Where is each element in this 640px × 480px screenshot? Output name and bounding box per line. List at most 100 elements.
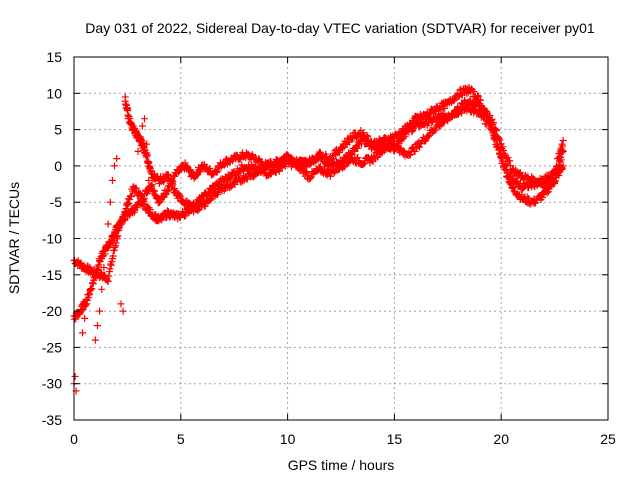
arc-3-point bbox=[483, 110, 491, 118]
arc-3-point bbox=[441, 104, 449, 112]
early-spikes-point bbox=[108, 176, 116, 184]
arc-1-point bbox=[127, 193, 135, 201]
arc-2-point bbox=[411, 147, 419, 155]
arc-1-point bbox=[148, 181, 156, 189]
arc-2-point bbox=[238, 161, 246, 169]
arc-1-point bbox=[125, 199, 133, 207]
arc-3-point bbox=[228, 181, 236, 189]
data-marks bbox=[70, 84, 567, 395]
arc-2-point bbox=[324, 168, 332, 176]
arc-1-point bbox=[220, 161, 228, 169]
arc-2-point bbox=[360, 160, 368, 168]
x-tick-label: 10 bbox=[280, 431, 296, 447]
arc-3-point bbox=[335, 149, 343, 157]
y-tick-label: -10 bbox=[42, 231, 62, 247]
arc-3-point bbox=[194, 207, 202, 215]
arc-3-point bbox=[559, 142, 567, 150]
arc-3-point bbox=[214, 189, 222, 197]
arc-1-point bbox=[157, 197, 165, 205]
arc-1-point bbox=[458, 109, 466, 117]
arc-2-point bbox=[163, 207, 171, 215]
arc-3-point bbox=[474, 92, 482, 100]
arc-2-point bbox=[121, 216, 129, 224]
grid bbox=[74, 57, 608, 420]
arc-3-point bbox=[249, 173, 257, 181]
early-spikes-point bbox=[136, 133, 144, 141]
arc-3-point bbox=[494, 143, 502, 151]
early-spikes-point bbox=[119, 307, 127, 315]
x-tick-label: 15 bbox=[387, 431, 403, 447]
early-spikes-point bbox=[93, 322, 101, 330]
arc-3-point bbox=[484, 113, 492, 121]
arc-1-point bbox=[151, 187, 159, 195]
arc-3-point bbox=[329, 155, 337, 163]
arc-3-point bbox=[485, 115, 493, 123]
arc-2-point bbox=[116, 221, 124, 229]
arc-1-point bbox=[132, 184, 140, 192]
arc-3-point bbox=[559, 136, 567, 144]
arc-3-point bbox=[342, 139, 350, 147]
arc-1-point bbox=[203, 163, 211, 171]
arc-1-point bbox=[164, 187, 172, 195]
arc-3-point bbox=[430, 106, 438, 114]
arc-2-point bbox=[354, 154, 362, 162]
arc-2-point bbox=[504, 154, 512, 162]
early-spikes-point bbox=[106, 198, 114, 206]
arc-2-point bbox=[272, 168, 280, 176]
y-tick-label: -35 bbox=[42, 412, 62, 428]
early-spikes-point bbox=[96, 307, 104, 315]
arc-1-point bbox=[538, 193, 546, 201]
arc-3-point bbox=[552, 162, 560, 170]
arc-1-point bbox=[352, 143, 360, 151]
arc-2-point bbox=[528, 173, 536, 181]
arc-1-point bbox=[543, 189, 551, 197]
x-tick-label: 25 bbox=[600, 431, 616, 447]
arc-3-point bbox=[390, 134, 398, 142]
axis-ticks: 0 5 10 15 20 25 -35 -30 -25 -20 -15 -10 -5 0 5 10 15 bbox=[42, 49, 616, 447]
arc-2-point bbox=[495, 134, 503, 142]
early-spikes-point bbox=[100, 264, 108, 272]
arc-3-point bbox=[497, 153, 505, 161]
arc-3-point bbox=[502, 161, 510, 169]
arc-2-point bbox=[334, 166, 342, 174]
early-spikes-point bbox=[143, 140, 151, 148]
arc-3-point bbox=[450, 97, 458, 105]
arc-2-point bbox=[406, 151, 414, 159]
arc-2-point bbox=[95, 261, 103, 269]
early-spikes-point bbox=[123, 104, 131, 112]
arc-2-point bbox=[117, 221, 125, 229]
arc-3-point bbox=[470, 88, 478, 96]
arc-1-point bbox=[143, 190, 151, 198]
arc-2-point bbox=[146, 206, 154, 214]
arc-2-point bbox=[182, 212, 190, 220]
arc-2-point bbox=[267, 170, 275, 178]
early-spikes-point bbox=[117, 300, 125, 308]
arc-3-point bbox=[549, 172, 557, 180]
arc-3-point bbox=[400, 127, 408, 135]
arc-2-point bbox=[79, 305, 87, 313]
arc-3-point bbox=[303, 159, 311, 167]
arc-3-point bbox=[487, 120, 495, 128]
arc-2-point bbox=[499, 147, 507, 155]
arc-1-point bbox=[107, 261, 115, 269]
y-axis-label: SDTVAR / TECUs bbox=[6, 182, 22, 294]
arc-2-point bbox=[416, 143, 424, 151]
y-tick-label: 15 bbox=[46, 49, 62, 65]
arc-1-point bbox=[401, 132, 409, 140]
arc-2-point bbox=[512, 166, 520, 174]
early-spikes-point bbox=[121, 93, 129, 101]
early-spikes-point bbox=[71, 372, 79, 380]
early-spikes-point bbox=[79, 329, 87, 337]
y-tick-label: -30 bbox=[42, 376, 62, 392]
arc-3-point bbox=[477, 96, 485, 104]
arc-2-point bbox=[306, 174, 314, 182]
early-spikes-point bbox=[102, 242, 110, 250]
arc-2-point bbox=[345, 158, 353, 166]
arc-3-point bbox=[552, 166, 560, 174]
arc-3-point bbox=[495, 146, 503, 154]
arc-2-point bbox=[275, 167, 283, 175]
x-tick-label: 20 bbox=[493, 431, 509, 447]
arc-1-point bbox=[105, 272, 113, 280]
early-spikes-point bbox=[91, 336, 99, 344]
